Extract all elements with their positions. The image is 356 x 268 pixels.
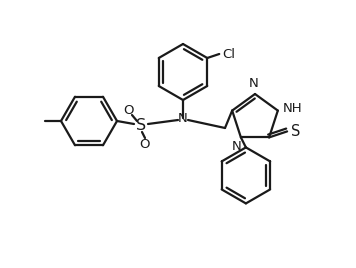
Text: N: N: [232, 140, 242, 153]
Text: O: O: [123, 105, 133, 117]
Text: S: S: [291, 124, 300, 139]
Text: Cl: Cl: [222, 47, 235, 61]
Text: S: S: [136, 118, 146, 133]
Text: N: N: [178, 111, 188, 125]
Text: N: N: [249, 77, 259, 90]
Text: O: O: [140, 137, 150, 151]
Text: NH: NH: [283, 102, 303, 115]
